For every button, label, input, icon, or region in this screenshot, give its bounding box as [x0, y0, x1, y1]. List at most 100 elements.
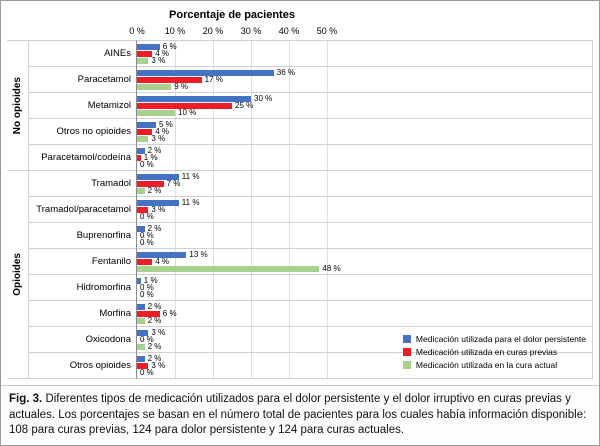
bar [137, 83, 172, 90]
bar-line: 0 % [137, 159, 592, 169]
bar-value-label: 1 % [143, 275, 158, 285]
bar-value-label: 9 % [174, 81, 188, 91]
bar-line: 3 % [137, 205, 592, 213]
caption: Fig. 3. Diferentes tipos de medicación u… [1, 385, 599, 445]
bar-line: 3 % [137, 134, 592, 142]
bar [137, 69, 274, 76]
bar-value-label: 25 % [235, 100, 254, 110]
bar-value-label: 0 % [140, 289, 154, 299]
bar-line: 48 % [137, 263, 592, 273]
bar [137, 173, 179, 180]
category-label: Paracetamol [29, 67, 136, 93]
legend-item: Medicación utilizada en la cura actual [402, 360, 586, 370]
bar-line: 10 % [137, 107, 592, 117]
bar [137, 128, 153, 135]
x-tick-label: 40 % [278, 26, 300, 36]
bar-value-label: 0 % [140, 230, 154, 240]
group-column: No opioides Opioides [7, 40, 29, 379]
bar-value-label: 0 % [140, 237, 154, 247]
bar [137, 50, 153, 57]
category-label: Otros opioides [29, 353, 136, 379]
bar-row: 11 % 7 % 2 % [137, 171, 592, 197]
bar-value-label: 0 % [140, 367, 154, 377]
bar-value-label: 4 % [155, 256, 169, 266]
bar-value-label: 11 % [181, 171, 200, 181]
bar [137, 121, 156, 128]
bar-line: 3 % [137, 328, 592, 336]
bar-value-label: 0 % [140, 334, 154, 344]
bar-value-label: 4 % [155, 126, 169, 136]
bar-value-label: 0 % [140, 159, 154, 169]
category-label: Metamizol [29, 93, 136, 119]
bar-value-label: 10 % [178, 107, 197, 117]
bar-value-label: 2 % [147, 341, 162, 351]
bar [137, 95, 251, 102]
gridline [251, 41, 252, 379]
legend-label: Medicación utilizada en curas previas [415, 347, 558, 357]
bar-line: 0 % [137, 237, 592, 247]
bar [137, 355, 145, 362]
bar-line: 17 % [137, 74, 592, 84]
legend-swatch [402, 335, 411, 343]
bar-value-label: 48 % [322, 263, 341, 273]
bar [137, 265, 320, 272]
bar-line: 4 % [137, 126, 592, 136]
bar-line: 3 % [137, 56, 592, 64]
bar-value-label: 2 % [147, 185, 162, 195]
group-label: Opioides [7, 171, 29, 379]
caption-label: Fig. 3. [9, 393, 43, 406]
x-tick-label: 10 % [164, 26, 186, 36]
bar-value-label: 7 % [166, 178, 181, 188]
group-label: No opioides [7, 41, 29, 171]
bar-line: 30 % [137, 93, 592, 103]
x-tick-label: 20 % [202, 26, 224, 36]
bar-value-label: 6 % [162, 41, 177, 51]
bar-row: 5 % 4 % 3 % [137, 119, 592, 145]
legend-swatch [402, 348, 411, 356]
bar-line: 7 % [137, 178, 592, 188]
bar-line: 6 % [137, 308, 592, 318]
bar-line: 36 % [137, 67, 592, 77]
category-label: Tramadol/paracetamol [29, 197, 136, 223]
bar-line: 5 % [137, 120, 592, 128]
bar-value-label: 36 % [276, 67, 296, 77]
category-label: AINEs [29, 41, 136, 67]
bar [137, 57, 149, 64]
bar [137, 277, 141, 284]
bar-line: 2 % [137, 316, 592, 324]
chart-body: No opioides Opioides AINEs Paracetamol Meta… [7, 40, 593, 379]
category-label: Paracetamol/codeína [29, 145, 136, 171]
gridline [175, 41, 176, 379]
bar-line: 2 % [137, 302, 592, 310]
bar-line: 13 % [137, 249, 592, 259]
x-tick-label: 0 % [129, 26, 145, 36]
bar-line: 3 % [137, 361, 592, 369]
bar [137, 310, 160, 317]
category-label: Hidromorfina [29, 275, 136, 301]
bar-row: 2 % 3 % 0 % [137, 353, 592, 379]
bar-line: 11 % [137, 198, 592, 206]
bar-value-label: 13 % [189, 249, 208, 259]
bar [137, 180, 164, 187]
bar-value-label: 17 % [204, 74, 223, 84]
bar [137, 225, 145, 232]
bar-line: 1 % [137, 275, 592, 285]
bar-line: 4 % [137, 49, 592, 57]
bar-value-label: 6 % [162, 308, 177, 318]
category-label: Buprenorfina [29, 223, 136, 249]
bar-row: 11 % 3 % 0 % [137, 197, 592, 223]
bar-line: 2 % [137, 224, 592, 232]
bar [137, 206, 149, 213]
bar [137, 76, 202, 83]
gridline [327, 41, 328, 379]
plot-area: 6 % 4 % 3 % 36 % 17 % 9 % 30 % 25 % 10 % 5 % 4 % 3 … [137, 40, 593, 379]
bar-value-label: 30 % [254, 93, 273, 103]
bar [137, 251, 187, 258]
bar-row: 2 % 0 % 0 % [137, 223, 592, 249]
legend-item: Medicación utilizada para el dolor persi… [402, 334, 586, 344]
legend: Medicación utilizada para el dolor persi… [402, 331, 586, 373]
bar-line: 0 % [137, 367, 592, 377]
bar-line: 25 % [137, 100, 592, 110]
bar [137, 303, 145, 310]
